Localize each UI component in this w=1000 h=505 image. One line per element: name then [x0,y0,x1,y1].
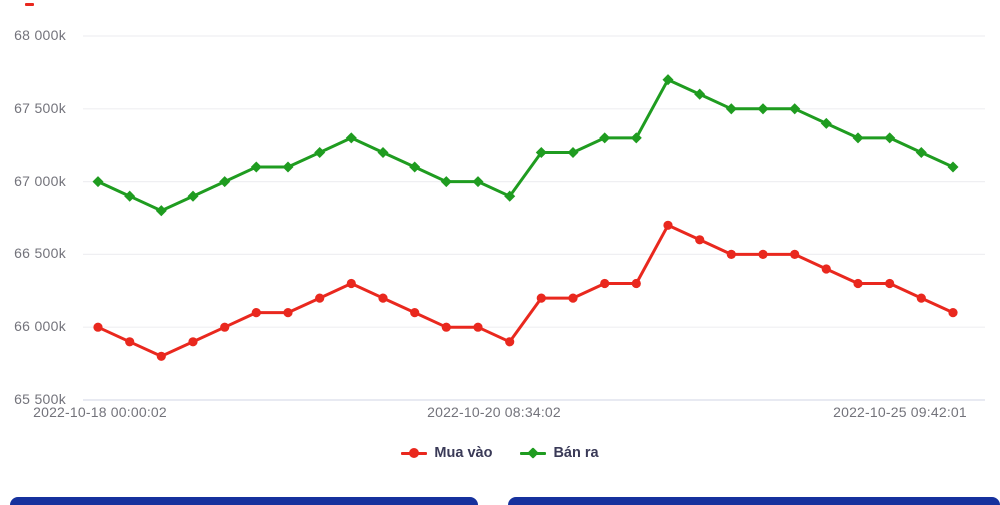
x-axis-tick-label: 2022-10-25 09:42:01 [833,404,967,420]
circle-marker-icon [401,447,428,459]
y-axis-tick-label: 66 500k [14,245,66,262]
footer-card-left[interactable] [10,497,478,505]
y-axis-tick-label: 67 000k [14,172,66,189]
y-axis-tick-label: 68 000k [14,27,66,43]
legend-item-ban-ra[interactable]: Bán ra [520,445,599,461]
legend-label: Bán ra [553,445,599,461]
chart-legend: Mua vào Bán ra [0,445,1000,461]
diamond-marker-icon [520,447,547,459]
y-axis-tick-label: 66 000k [14,318,66,335]
legend-item-mua-vao[interactable]: Mua vào [401,445,492,461]
x-axis-tick-label: 2022-10-20 08:34:02 [427,404,561,420]
footer-card-right[interactable] [508,497,1000,505]
red-dash-mark [25,3,34,6]
line-chart-plot [83,35,985,401]
y-axis-tick-label: 67 500k [14,99,66,116]
x-axis-tick-label: 2022-10-18 00:00:02 [33,404,167,420]
legend-label: Mua vào [434,445,493,461]
y-axis-tick-label: 65 500k [14,391,66,407]
